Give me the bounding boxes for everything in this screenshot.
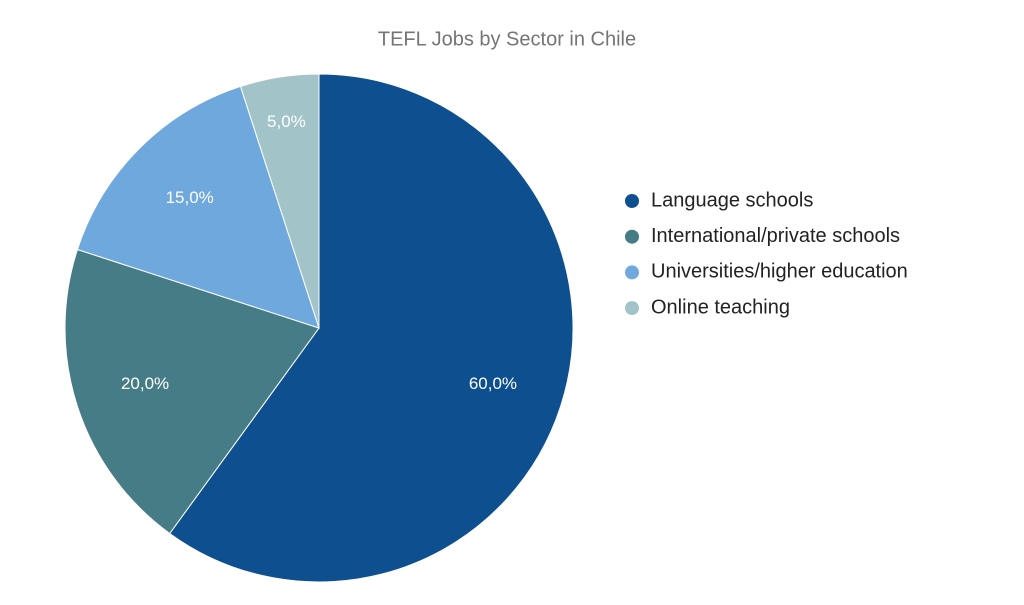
slice-label: 5,0%	[267, 112, 306, 131]
chart-title: TEFL Jobs by Sector in Chile	[378, 28, 636, 50]
legend-marker	[625, 265, 639, 280]
legend-label: Universities/higher education	[651, 261, 908, 283]
pie-slice	[64, 248, 320, 535]
pie-slice	[76, 85, 320, 329]
legend-label: Online teaching	[651, 296, 790, 318]
legend-label: International/private schools	[651, 225, 900, 247]
slice-label: 60,0%	[469, 374, 517, 393]
pie-slice	[169, 73, 574, 583]
slice-label: 15,0%	[166, 188, 214, 207]
legend-label: Language schools	[651, 189, 813, 211]
legend-marker	[625, 229, 639, 244]
legend-marker	[625, 194, 639, 208]
slice-label: 20,0%	[121, 374, 169, 393]
legend-marker	[625, 301, 639, 316]
pie-slice	[239, 73, 320, 329]
